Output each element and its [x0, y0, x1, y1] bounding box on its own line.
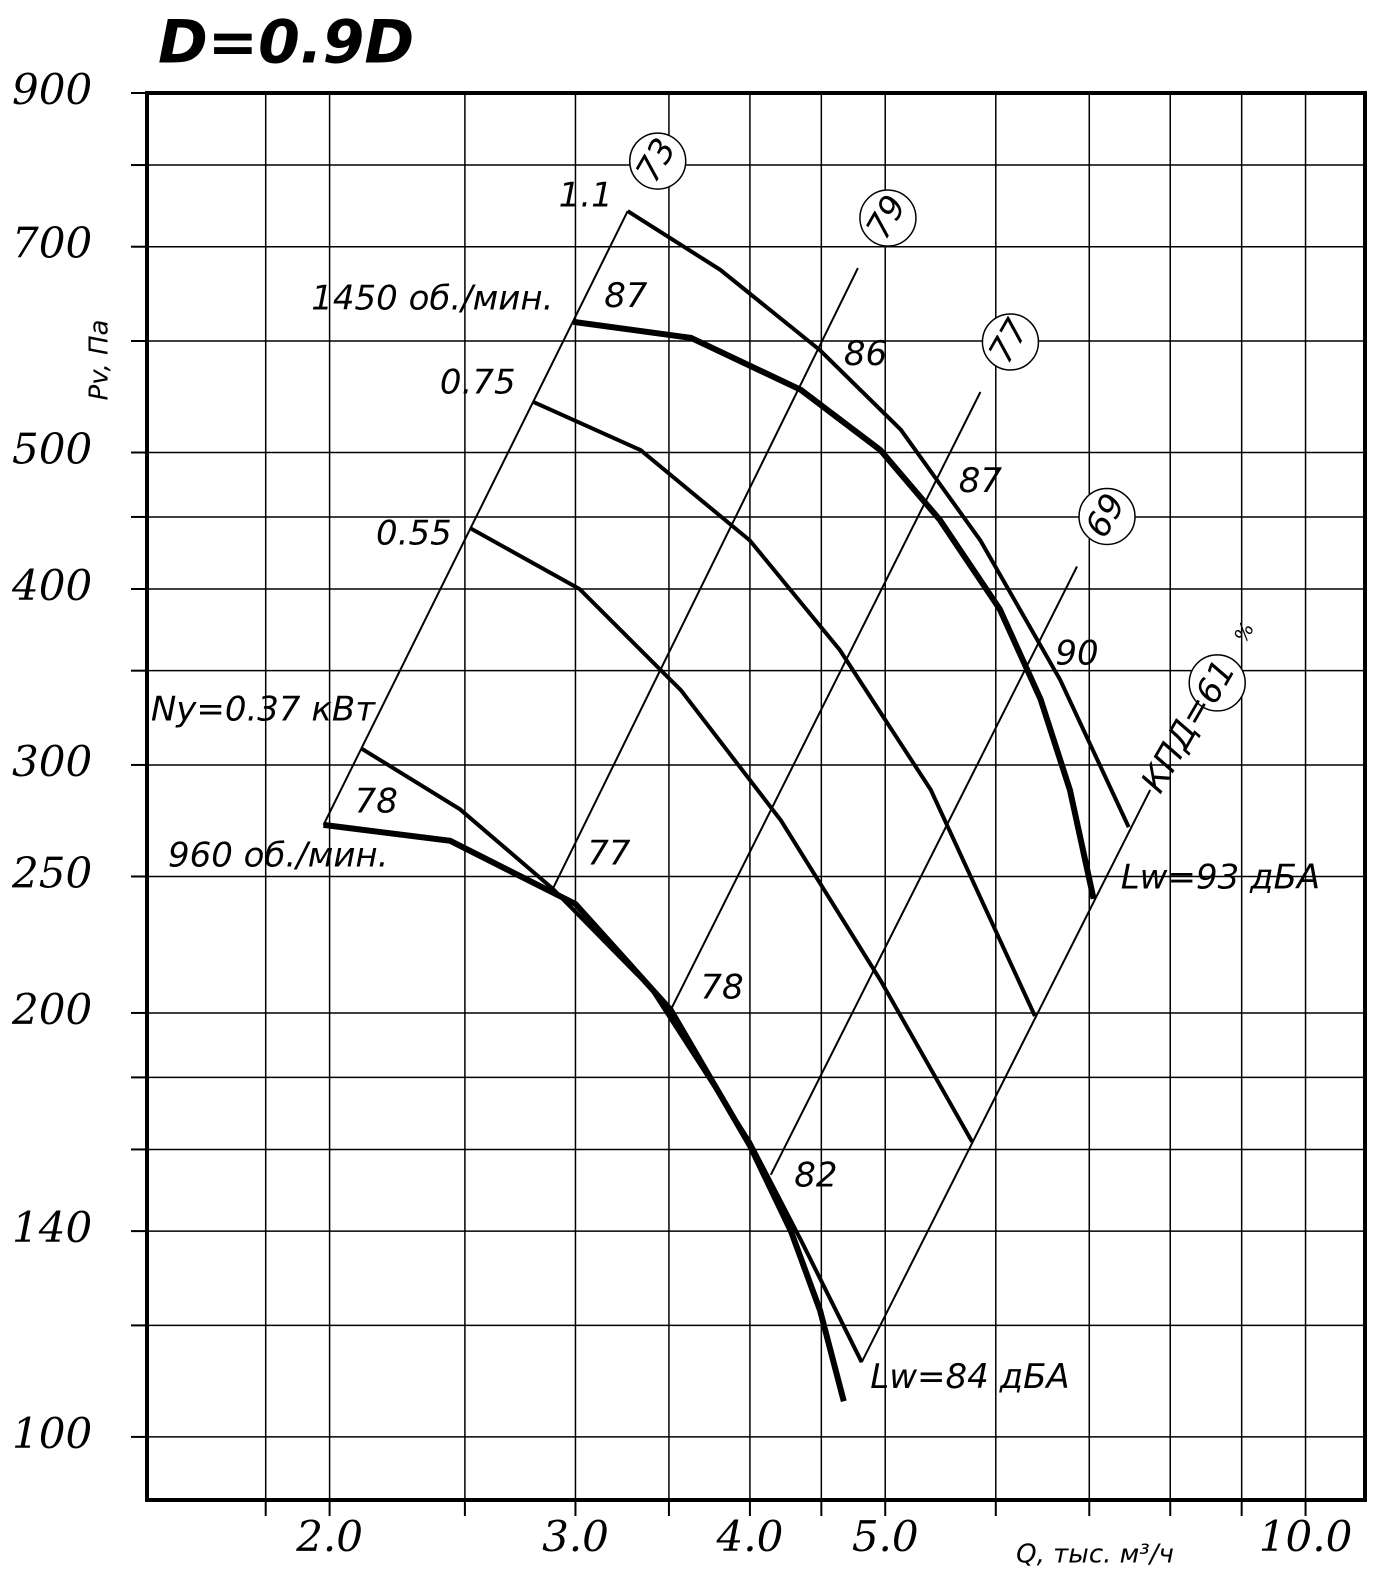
annotation: 90: [1055, 634, 1098, 674]
efficiency-circle: [981, 313, 1040, 371]
efficiency-prefix: КПД=: [1133, 689, 1220, 800]
efficiency-line: [322, 210, 629, 826]
annotation: 77: [587, 833, 631, 873]
speed-label: 960 об./мин.: [168, 835, 389, 875]
annotation: Lw=84 дБА: [870, 1357, 1069, 1397]
annotation: 87: [604, 276, 648, 316]
y-tick-label: 300: [12, 737, 92, 786]
efficiency-line: [551, 267, 859, 890]
annotation: Lw=93 дБА: [1121, 857, 1320, 897]
efficiency-line: [669, 391, 982, 1011]
y-tick-label: 400: [11, 561, 92, 610]
efficiency-line: [860, 789, 1152, 1363]
y-tick-label: 900: [12, 65, 92, 114]
x-tick-label: 4.0: [716, 1512, 784, 1561]
power-curve: [532, 400, 1037, 1017]
speed-label: 1450 об./мин.: [311, 278, 553, 318]
power-curve: [468, 526, 974, 1143]
efficiency-unit: %: [1229, 618, 1259, 646]
efficiency-circle: [628, 132, 687, 190]
y-tick-label: 700: [12, 219, 92, 268]
chart-title: D=0.9D: [158, 8, 414, 78]
y-tick-label: 250: [11, 848, 92, 897]
power-label: 1.1: [559, 176, 613, 216]
y-tick-label: 500: [12, 425, 92, 474]
y-tick-label: 200: [11, 985, 92, 1034]
efficiency-circle: [1078, 487, 1136, 546]
annotation: 82: [794, 1155, 837, 1195]
power-label: 0.55: [376, 513, 452, 553]
x-tick-label: 10.0: [1259, 1512, 1353, 1561]
efficiency-circle: [1188, 654, 1246, 712]
power-label: Ny=0.37 кВт: [151, 689, 376, 729]
annotation: 78: [700, 967, 743, 1007]
annotation: 87: [959, 461, 1003, 501]
efficiency-line: [769, 566, 1078, 1176]
annotation: 86: [844, 334, 887, 374]
x-axis-label: Q, тыс. м³/ч: [1016, 1540, 1174, 1570]
efficiency-circle: [859, 189, 917, 247]
power-curve: [626, 209, 1131, 828]
y-tick-label: 100: [12, 1409, 92, 1458]
x-tick-label: 3.0: [542, 1512, 609, 1561]
annotation: 78: [355, 781, 398, 821]
speed-curve: [323, 821, 847, 1403]
y-tick-label: 140: [12, 1203, 92, 1252]
y-axis-label: Pv, Па: [85, 320, 115, 401]
power-label: 0.75: [440, 363, 516, 403]
x-tick-label: 2.0: [295, 1512, 363, 1561]
x-tick-label: 5.0: [852, 1512, 919, 1561]
speed-curve: [572, 318, 1097, 900]
